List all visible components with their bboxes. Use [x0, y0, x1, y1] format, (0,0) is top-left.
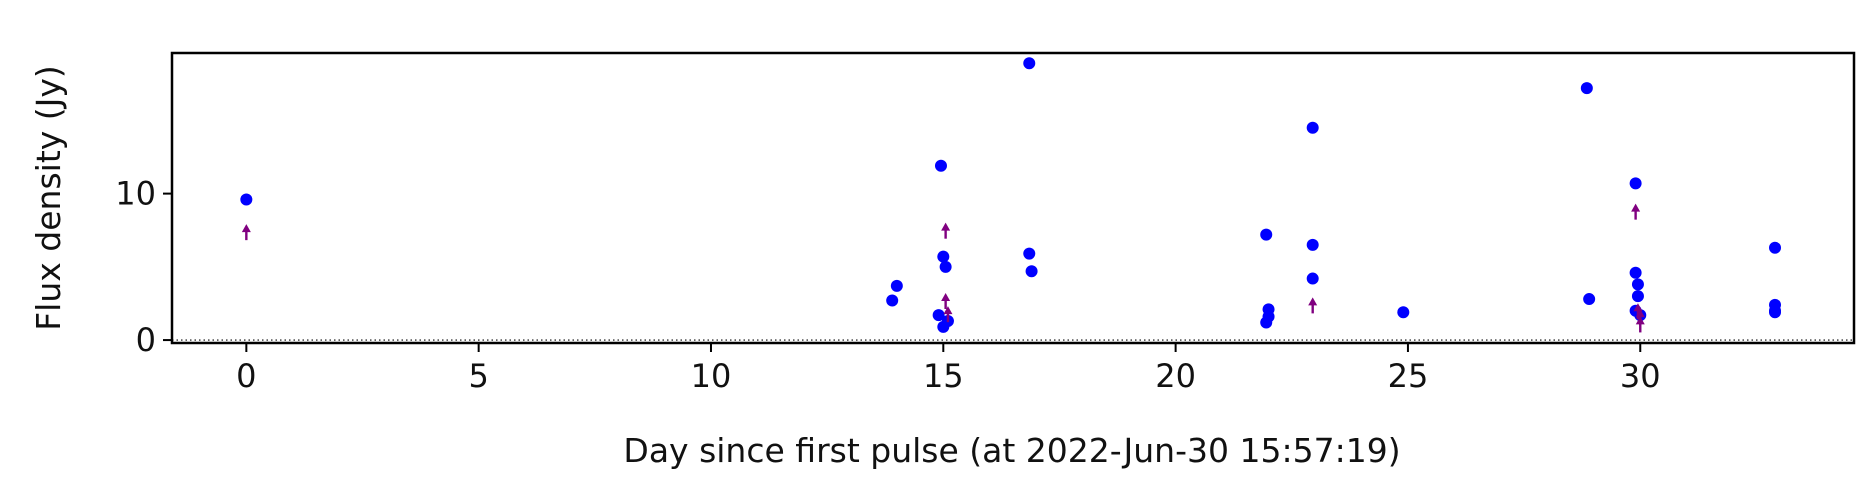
x-tick-label: 0	[236, 357, 256, 395]
y-tick-label: 0	[136, 321, 156, 359]
data-point	[1769, 241, 1782, 254]
data-point	[932, 309, 945, 322]
x-tick-label: 30	[1620, 357, 1661, 395]
data-point	[1023, 57, 1036, 70]
data-point	[1025, 265, 1038, 278]
upper-limit-marker	[241, 224, 251, 241]
data-point	[1769, 306, 1782, 319]
x-tick-label: 5	[468, 357, 488, 395]
data-point	[1306, 272, 1319, 285]
data-point	[937, 250, 950, 263]
x-tick-label: 25	[1388, 357, 1429, 395]
data-point	[1397, 306, 1410, 319]
data-point	[939, 260, 952, 273]
x-tick-label: 20	[1155, 357, 1196, 395]
data-point	[934, 159, 947, 172]
data-point	[886, 294, 899, 307]
y-tick-label: 10	[115, 175, 156, 213]
upper-limit-marker	[1308, 297, 1318, 314]
data-point	[1631, 278, 1644, 291]
data-point	[1583, 293, 1596, 306]
data-point	[1306, 121, 1319, 134]
data-point	[1629, 266, 1642, 279]
x-tick-label: 10	[691, 357, 732, 395]
upper-limit-marker	[943, 306, 953, 323]
data-point	[1023, 247, 1036, 260]
data-point	[1629, 177, 1642, 190]
plot-area	[172, 53, 1854, 343]
plot-frame	[170, 51, 1856, 345]
data-point	[1631, 290, 1644, 303]
data-point	[1580, 82, 1593, 95]
data-point	[240, 193, 253, 206]
y-axis-label: Flux density (Jy)	[29, 65, 68, 331]
upper-limit-marker	[1631, 203, 1641, 220]
data-point	[1260, 228, 1273, 241]
upper-limit-marker	[941, 222, 951, 239]
x-axis-label: Day since first pulse (at 2022-Jun-30 15…	[623, 431, 1400, 470]
data-point	[1260, 316, 1273, 329]
upper-limit-marker	[1635, 316, 1645, 333]
data-point	[890, 279, 903, 292]
data-point	[1306, 238, 1319, 251]
upper-limit-marker	[941, 292, 951, 309]
x-tick-label: 15	[923, 357, 964, 395]
